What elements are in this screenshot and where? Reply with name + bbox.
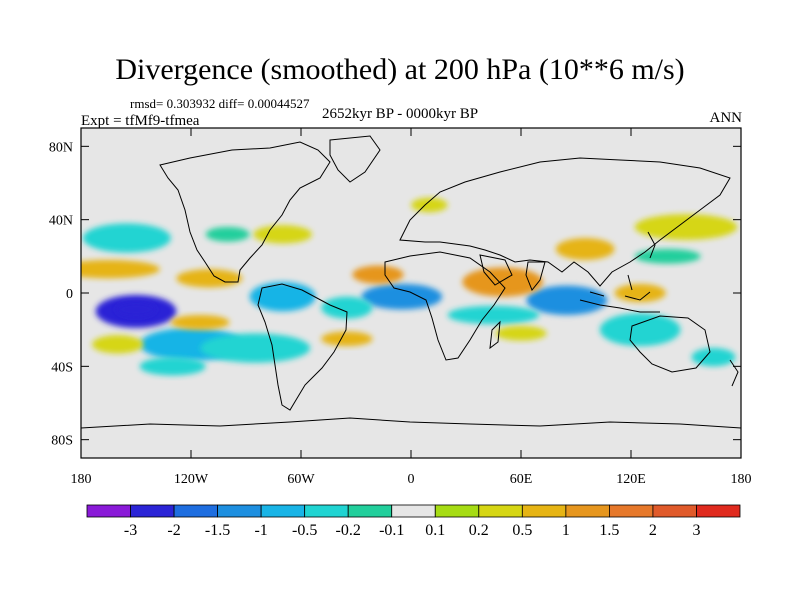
x-tick-label: 120W: [174, 472, 209, 487]
anomaly-region: [599, 313, 681, 347]
anomaly-region: [352, 265, 404, 284]
y-tick-label: 40N: [49, 214, 73, 229]
anomaly-region: [462, 267, 543, 297]
y-tick-label: 40S: [51, 360, 73, 375]
colorbar-label: -1.5: [205, 522, 230, 539]
x-tick-label: 60W: [287, 472, 315, 487]
anomaly-region: [495, 326, 547, 341]
colorbar: -3 -2 -1.5 -1 -0.5 -0.2 -0.1 0.1 0.2 0.5 1 1.5 2 3: [86, 504, 741, 539]
colorbar-label: -0.5: [292, 522, 317, 539]
anomaly-region: [555, 238, 615, 260]
axes: 180 120W 60W 0 60E 120E 180 80N 40N 0 40S 80S: [49, 128, 752, 487]
anomaly-region: [115, 302, 157, 317]
colorbar-swatch: [391, 504, 436, 518]
colorbar-label: -1: [254, 522, 267, 539]
anomaly-region: [200, 333, 311, 363]
anomaly-region: [691, 348, 736, 367]
colorbar-label: -0.2: [336, 522, 361, 539]
y-tick-label: 80N: [49, 140, 73, 155]
anomaly-region: [81, 260, 160, 279]
x-tick-label: 60E: [510, 472, 533, 487]
experiment-label: Expt = tfMf9-tfmea: [81, 113, 200, 129]
colorbar-swatch: [86, 504, 131, 518]
x-tick-label: 120E: [616, 472, 646, 487]
x-tick-label: 0: [408, 472, 415, 487]
period-label: 2652kyr BP - 0000kyr BP: [321, 106, 479, 122]
colorbar-swatch: [304, 504, 349, 518]
colorbar-swatch: [347, 504, 393, 518]
colorbar-label: 2: [649, 522, 657, 539]
colorbar-swatch: [434, 504, 480, 518]
y-tick-label: 0: [66, 287, 73, 302]
colorbar-label: 0.5: [512, 522, 532, 539]
colorbar-swatch: [652, 504, 697, 518]
chart-title: Divergence (smoothed) at 200 hPa (10**6 …: [115, 53, 685, 86]
anomaly-region: [361, 283, 443, 310]
anomaly-region: [634, 249, 701, 264]
anomaly-region: [321, 331, 373, 347]
colorbar-label: 0.1: [425, 522, 445, 539]
anomaly-layer: [81, 197, 738, 376]
colorbar-swatch: [521, 504, 567, 518]
anomaly-region: [139, 357, 206, 376]
colorbar-swatch: [130, 504, 175, 518]
anomaly-region: [176, 269, 243, 288]
x-tick-label: 180: [71, 472, 92, 487]
colorbar-swatch: [609, 504, 654, 518]
anomaly-region: [321, 296, 373, 319]
y-tick-label: 80S: [51, 434, 73, 449]
colorbar-swatch: [696, 504, 741, 518]
colorbar-label: 1.5: [599, 522, 619, 539]
colorbar-label: 1: [562, 522, 570, 539]
colorbar-swatch: [260, 504, 306, 518]
colorbar-label: -3: [124, 522, 137, 539]
colorbar-label: -0.1: [379, 522, 404, 539]
anomaly-region: [634, 214, 738, 240]
colorbar-swatch: [565, 504, 610, 518]
colorbar-swatch: [173, 504, 218, 518]
coastlines: [81, 135, 741, 429]
anomaly-region: [82, 223, 171, 253]
anomaly-region: [92, 335, 144, 354]
x-tick-label: 180: [731, 472, 752, 487]
colorbar-swatch: [217, 504, 262, 518]
anomaly-region: [205, 227, 250, 242]
season-label: ANN: [709, 110, 743, 126]
anomaly-region: [411, 197, 448, 213]
colorbar-label: 0.2: [469, 522, 489, 539]
anomaly-region: [447, 305, 540, 325]
anomaly-region: [170, 315, 230, 330]
stats-text: rmsd= 0.303932 diff= 0.00044527: [130, 96, 310, 111]
anomaly-region: [253, 225, 312, 244]
colorbar-label: -2: [167, 522, 180, 539]
anomaly-region: [614, 283, 666, 303]
anomaly-region: [526, 285, 608, 316]
colorbar-label: 3: [692, 522, 700, 539]
colorbar-swatch: [478, 504, 523, 518]
